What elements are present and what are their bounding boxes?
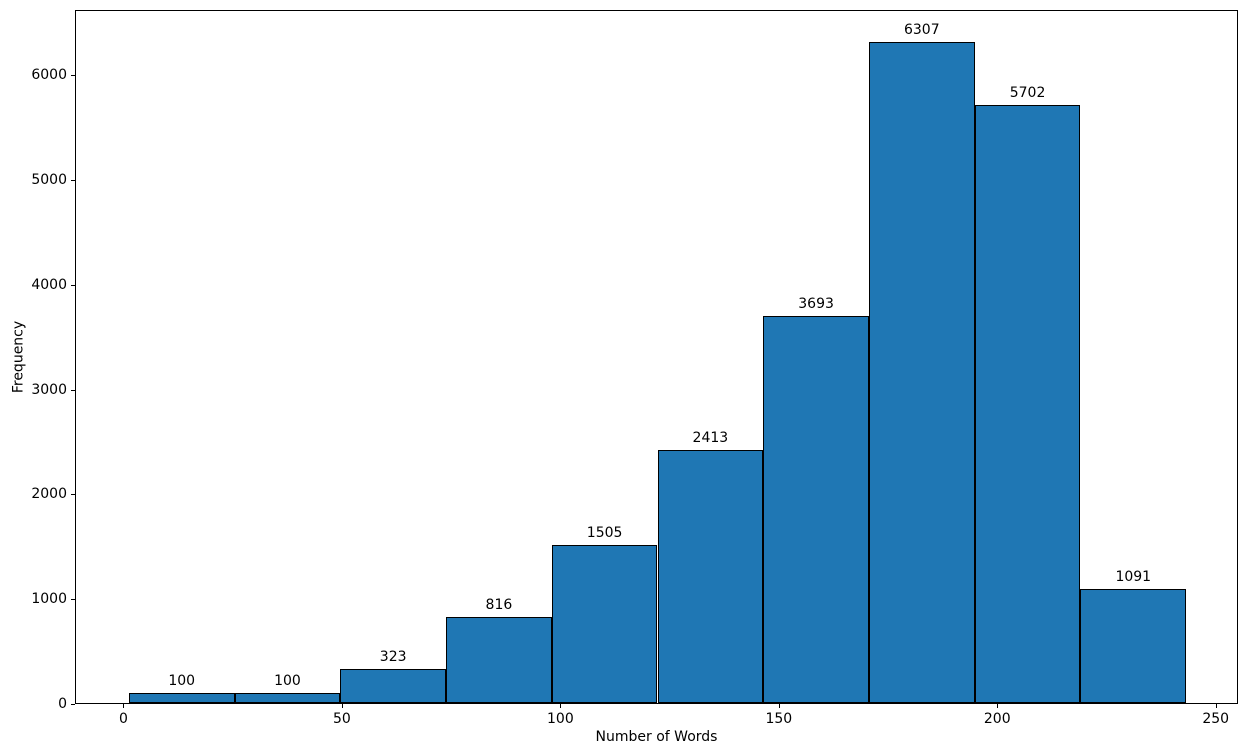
y-axis-tick <box>71 75 75 77</box>
y-axis-label: Frequency <box>10 320 27 394</box>
y-axis-tick-label: 0 <box>58 696 67 712</box>
bar-value-label: 100 <box>168 672 196 689</box>
plot-area: 100 100 323 816 1505 2413 3693 6307 5702 1091 <box>75 10 1238 704</box>
histogram-bar <box>763 315 869 703</box>
y-axis-tick <box>71 389 75 391</box>
bar-value-label: 6307 <box>903 22 940 39</box>
x-axis-tick <box>560 704 562 708</box>
bar-value-label: 816 <box>485 597 513 614</box>
x-axis-tick <box>1215 704 1217 708</box>
y-axis-tick <box>71 284 75 286</box>
x-axis-tick-label: 0 <box>119 711 128 727</box>
bars-container: 100 100 323 816 1505 2413 3693 6307 5702 1091 <box>76 11 1237 703</box>
histogram-bar <box>868 42 975 703</box>
x-axis-tick-label: 50 <box>333 711 351 727</box>
bar-value-label: 5702 <box>1009 85 1046 102</box>
histogram-bar <box>551 545 658 703</box>
x-axis-tick <box>123 704 125 708</box>
histogram-bar <box>128 692 235 703</box>
y-axis-tick-label: 6000 <box>31 67 67 84</box>
bar-value-label: 2413 <box>692 430 729 447</box>
x-axis-tick-label: 200 <box>983 711 1011 727</box>
x-axis-tick <box>778 704 780 708</box>
y-axis-tick-label: 5000 <box>31 171 67 188</box>
x-axis-tick <box>341 704 343 708</box>
histogram-bar <box>340 669 447 703</box>
y-axis-tick <box>71 599 75 601</box>
y-axis-tick-label: 2000 <box>31 486 67 503</box>
y-axis-tick-label: 1000 <box>31 591 67 608</box>
x-axis-label: Number of Words <box>595 729 718 745</box>
histogram-bar <box>657 450 764 703</box>
y-axis-tick-label: 3000 <box>31 381 67 398</box>
bar-value-label: 323 <box>379 649 407 666</box>
y-axis-tick <box>71 179 75 181</box>
histogram-bar <box>974 105 1081 703</box>
histogram-bar <box>446 617 552 703</box>
x-axis-tick-label: 100 <box>547 711 574 727</box>
x-axis-tick-label: 250 <box>1202 711 1230 727</box>
bar-value-label: 1505 <box>586 525 623 542</box>
y-axis-tick <box>71 494 75 496</box>
y-axis-tick-label: 4000 <box>31 276 67 293</box>
histogram-bar <box>1080 588 1187 703</box>
x-axis-tick <box>997 704 999 708</box>
bar-value-label: 1091 <box>1115 568 1152 585</box>
bar-value-label: 3693 <box>798 295 834 312</box>
bar-value-label: 100 <box>274 672 301 689</box>
y-axis-tick <box>71 704 75 705</box>
histogram-bar <box>234 692 341 703</box>
x-axis-tick-label: 150 <box>765 711 793 727</box>
